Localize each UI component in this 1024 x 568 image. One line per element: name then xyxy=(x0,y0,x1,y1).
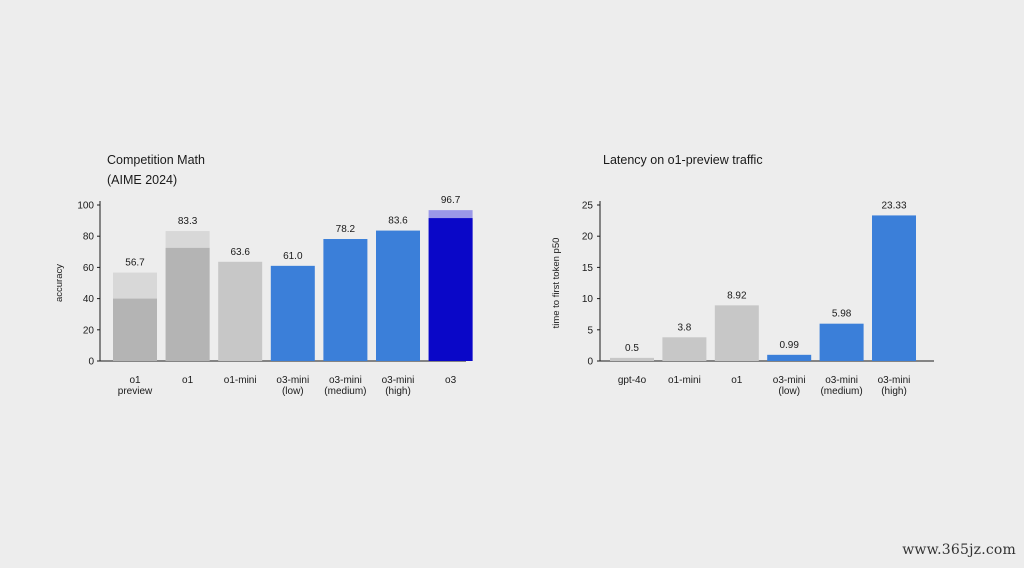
latency-bar xyxy=(610,357,654,361)
accuracy-y-tick-label: 100 xyxy=(77,201,94,212)
latency-y-tick-label: 0 xyxy=(587,357,593,368)
accuracy-bar xyxy=(376,230,420,361)
latency-data-label: 0.5 xyxy=(625,343,639,354)
latency-data-label: 23.33 xyxy=(881,200,906,211)
accuracy-y-tick-label: 20 xyxy=(83,325,95,336)
accuracy-data-label: 96.7 xyxy=(441,195,461,206)
accuracy-data-label: 83.6 xyxy=(388,216,408,227)
latency-y-tick-label: 20 xyxy=(582,232,594,243)
accuracy-bar xyxy=(270,265,315,361)
latency-x-tick-label: (low) xyxy=(778,386,800,397)
accuracy-y-tick-label: 60 xyxy=(83,263,95,274)
latency-data-label: 0.99 xyxy=(779,340,799,351)
accuracy-x-tick-label: o3-mini xyxy=(329,375,362,386)
latency-x-tick-label: (high) xyxy=(881,386,907,397)
accuracy-x-tick-label: o1 xyxy=(129,375,141,386)
accuracy-x-tick-label: o1-mini xyxy=(224,375,257,386)
accuracy-data-label: 56.7 xyxy=(125,258,145,269)
latency-bar xyxy=(767,354,812,361)
accuracy-chart-title: Competition Math xyxy=(107,153,205,167)
latency-bar xyxy=(714,305,759,361)
accuracy-x-tick-label: o3 xyxy=(445,375,457,386)
accuracy-x-tick-label: preview xyxy=(118,386,153,397)
accuracy-y-axis-label: accuracy xyxy=(54,264,65,302)
latency-x-tick-label: o1-mini xyxy=(668,375,701,386)
accuracy-data-label: 63.6 xyxy=(230,247,250,258)
latency-x-tick-label: o3-mini xyxy=(825,375,858,386)
latency-chart-title: Latency on o1-preview traffic xyxy=(603,153,763,167)
accuracy-x-tick-label: (high) xyxy=(385,386,411,397)
accuracy-data-label: 83.3 xyxy=(178,216,198,227)
latency-x-tick-label: (medium) xyxy=(820,386,862,397)
accuracy-bar-inner xyxy=(165,247,210,361)
latency-y-axis-label: time to first token p50 xyxy=(551,238,562,329)
accuracy-x-tick-label: o1 xyxy=(182,375,194,386)
accuracy-x-tick-label: (medium) xyxy=(324,386,366,397)
latency-data-label: 3.8 xyxy=(677,322,691,333)
latency-bar xyxy=(819,323,864,361)
accuracy-bar-inner xyxy=(113,298,157,361)
latency-x-tick-label: o1 xyxy=(731,375,743,386)
accuracy-y-tick-label: 0 xyxy=(88,357,94,368)
latency-bar xyxy=(872,215,916,361)
accuracy-data-label: 61.0 xyxy=(283,251,303,262)
accuracy-bar-inner xyxy=(428,218,473,361)
latency-y-tick-label: 10 xyxy=(582,294,594,305)
latency-bar xyxy=(662,337,707,361)
latency-x-tick-label: o3-mini xyxy=(773,375,806,386)
latency-x-tick-label: gpt-4o xyxy=(618,375,647,386)
accuracy-x-tick-label: o3-mini xyxy=(276,375,309,386)
latency-x-tick-label: o3-mini xyxy=(878,375,911,386)
accuracy-y-tick-label: 80 xyxy=(83,232,95,243)
accuracy-y-tick-label: 40 xyxy=(83,294,95,305)
latency-y-tick-label: 15 xyxy=(582,263,594,274)
accuracy-x-tick-label: o3-mini xyxy=(382,375,415,386)
accuracy-bar xyxy=(218,261,263,361)
accuracy-x-tick-label: (low) xyxy=(282,386,304,397)
latency-y-tick-label: 25 xyxy=(582,201,594,212)
latency-data-label: 5.98 xyxy=(832,309,852,320)
watermark: www.365jz.com xyxy=(902,542,1016,558)
accuracy-bar xyxy=(323,239,368,361)
latency-y-tick-label: 5 xyxy=(587,325,593,336)
accuracy-data-label: 78.2 xyxy=(336,224,356,235)
accuracy-chart-title: (AIME 2024) xyxy=(107,173,177,187)
latency-data-label: 8.92 xyxy=(727,290,747,301)
